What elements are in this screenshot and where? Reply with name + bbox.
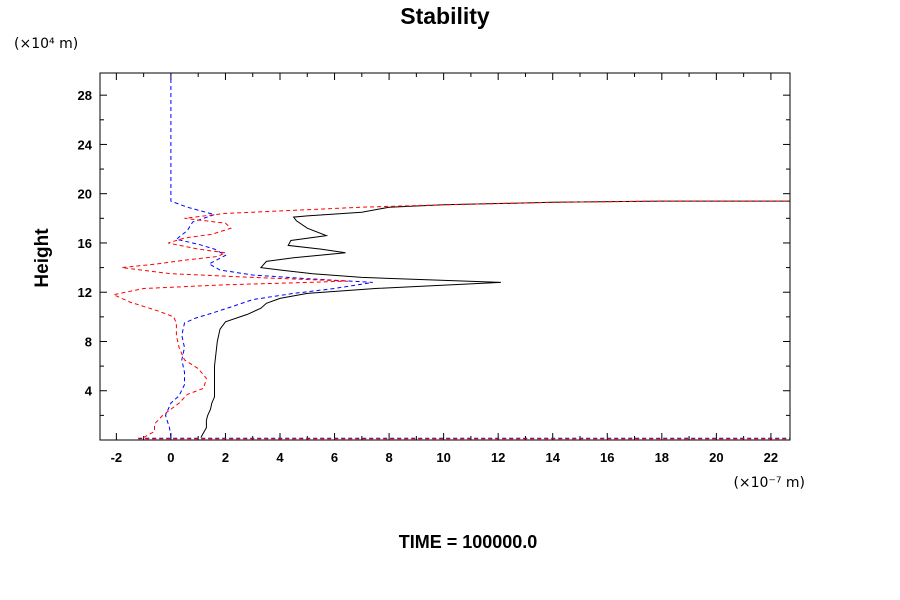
x-tick-label: 18 (655, 450, 669, 465)
x-tick-label: 8 (385, 450, 392, 465)
series-line-2 (111, 200, 790, 438)
series-line-0 (200, 200, 790, 438)
plot-frame (99, 72, 791, 441)
y-tick-label: 20 (78, 187, 92, 202)
y-tick-label: 16 (78, 236, 92, 251)
x-tick-label: 6 (331, 450, 338, 465)
y-tick-label: 4 (85, 384, 93, 399)
y-tick-label: 8 (85, 334, 92, 349)
y-tick-label: 12 (78, 285, 92, 300)
x-tick-label: -2 (111, 450, 123, 465)
series-group (111, 73, 790, 440)
x-tick-label: 12 (491, 450, 505, 465)
x-tick-label: 22 (764, 450, 778, 465)
x-axis-unit: (×10⁻⁷ m) (733, 475, 805, 491)
y-tick-label: 24 (78, 137, 93, 152)
time-label: TIME = 100000.0 (399, 532, 538, 552)
x-tick-label: 4 (276, 450, 284, 465)
y-axis-unit: (×10⁴ m) (14, 36, 78, 52)
y-axis-label: Height (32, 228, 53, 288)
x-tick-label: 20 (709, 450, 723, 465)
x-tick-label: 10 (436, 450, 450, 465)
x-tick-label: 2 (222, 450, 229, 465)
x-tick-label: 16 (600, 450, 614, 465)
series-line-1 (164, 73, 373, 438)
chart-title: Stability (400, 3, 490, 29)
x-tick-label: 0 (167, 450, 174, 465)
x-tick-label: 14 (545, 450, 560, 465)
y-tick-label: 28 (78, 88, 92, 103)
